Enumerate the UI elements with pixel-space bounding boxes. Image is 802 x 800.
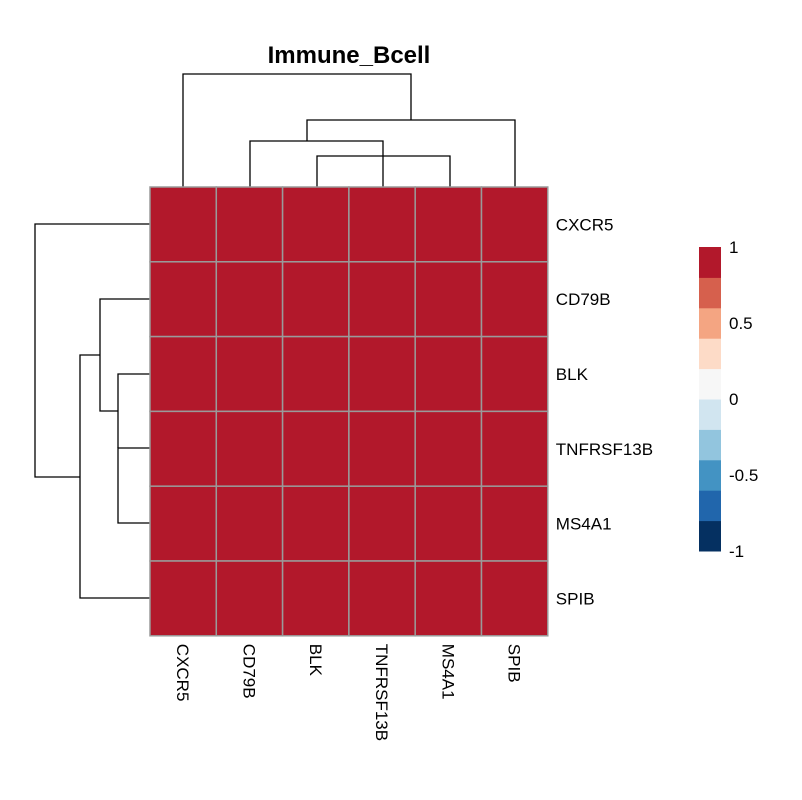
legend-swatch: [699, 490, 721, 522]
column-label: MS4A1: [438, 644, 457, 700]
heatmap-cell-CD79B-TNFRSF13B: [348, 261, 416, 338]
color-legend: 1 0.5 0 -0.5 -1: [699, 238, 758, 561]
legend-tick-label: 0: [729, 390, 738, 409]
column-label: SPIB: [505, 644, 524, 683]
legend-tick-label: -0.5: [729, 466, 758, 485]
heatmap-cell-CXCR5-CXCR5: [149, 186, 218, 263]
heatmap-cell-SPIB-BLK: [281, 560, 350, 637]
heatmap-cell-TNFRSF13B-BLK: [281, 410, 350, 487]
heatmap-cell-CD79B-CD79B: [215, 261, 284, 338]
heatmap-cell-TNFRSF13B-CD79B: [215, 410, 284, 487]
heatmap-cell-TNFRSF13B-MS4A1: [414, 410, 483, 487]
heatmap-cell-MS4A1-CD79B: [215, 485, 284, 562]
chart-title: Immune_Bcell: [268, 42, 431, 69]
heatmap-cell-TNFRSF13B-SPIB: [480, 410, 549, 487]
legend-swatch: [699, 368, 721, 400]
heatmap-cell-TNFRSF13B-CXCR5: [149, 410, 218, 487]
heatmap-cell-MS4A1-MS4A1: [414, 485, 483, 562]
legend-tick-label: 0.5: [729, 314, 753, 333]
heatmap-cell-CXCR5-BLK: [281, 186, 350, 263]
legend-swatch: [699, 307, 721, 339]
row-label: CD79B: [556, 290, 611, 309]
heatmap-cell-BLK-CD79B: [215, 335, 284, 413]
column-dendrogram: [182, 73, 516, 190]
heatmap-cell-CXCR5-TNFRSF13B: [348, 186, 416, 263]
heatmap-cell-SPIB-CD79B: [215, 560, 284, 637]
legend-swatch: [699, 399, 721, 430]
column-label: CD79B: [239, 644, 258, 699]
heatmap-cell-CXCR5-SPIB: [480, 186, 549, 263]
heatmap-cell-SPIB-SPIB: [480, 560, 549, 637]
heatmap-cell-BLK-CXCR5: [149, 335, 218, 413]
row-label: MS4A1: [556, 515, 612, 534]
legend-swatch: [699, 277, 721, 309]
heatmap-cell-SPIB-TNFRSF13B: [348, 560, 416, 637]
heatmap-cell-MS4A1-CXCR5: [149, 485, 218, 562]
legend-tick-label: 1: [729, 238, 738, 257]
column-label: BLK: [306, 644, 325, 677]
heatmap-cell-CD79B-BLK: [281, 261, 350, 338]
column-labels: CXCR5 CD79B BLK TNFRSF13B MS4A1 SPIB: [173, 644, 524, 741]
row-label: BLK: [556, 365, 589, 384]
heatmap-cell-CD79B-CXCR5: [149, 261, 218, 338]
column-label: CXCR5: [173, 644, 192, 702]
heatmap-cell-BLK-TNFRSF13B: [348, 335, 416, 413]
heatmap-cell-CD79B-SPIB: [480, 261, 549, 338]
heatmap-cell-MS4A1-TNFRSF13B: [348, 485, 416, 562]
legend-swatch: [699, 520, 721, 552]
column-label: TNFRSF13B: [372, 644, 391, 741]
row-label: CXCR5: [556, 215, 614, 234]
heatmap-cell-MS4A1-BLK: [281, 485, 350, 562]
row-dendrogram: [34, 223, 150, 599]
heatmap-cell-BLK-MS4A1: [414, 335, 483, 413]
heatmap-cells: [149, 186, 549, 637]
heatmap-cell-BLK-BLK: [281, 335, 350, 413]
row-labels: CXCR5 CD79B BLK TNFRSF13B MS4A1 SPIB: [556, 215, 653, 608]
legend-swatch: [699, 338, 721, 370]
legend-swatch: [699, 247, 721, 278]
row-label: SPIB: [556, 589, 595, 608]
heatmap-cell-BLK-SPIB: [480, 335, 549, 413]
heatmap-cell-MS4A1-SPIB: [480, 485, 549, 562]
heatmap-cell-CXCR5-MS4A1: [414, 186, 483, 263]
heatmap-cell-SPIB-MS4A1: [414, 560, 483, 637]
heatmap-cell-TNFRSF13B-TNFRSF13B: [348, 410, 416, 487]
legend-swatch: [699, 429, 721, 461]
legend-tick-label: -1: [729, 542, 744, 561]
legend-swatch: [699, 459, 721, 491]
heatmap-cell-CD79B-MS4A1: [414, 261, 483, 338]
heatmap-cell-CXCR5-CD79B: [215, 186, 284, 263]
heatmap-cell-SPIB-CXCR5: [149, 560, 218, 637]
row-label: TNFRSF13B: [556, 440, 653, 459]
